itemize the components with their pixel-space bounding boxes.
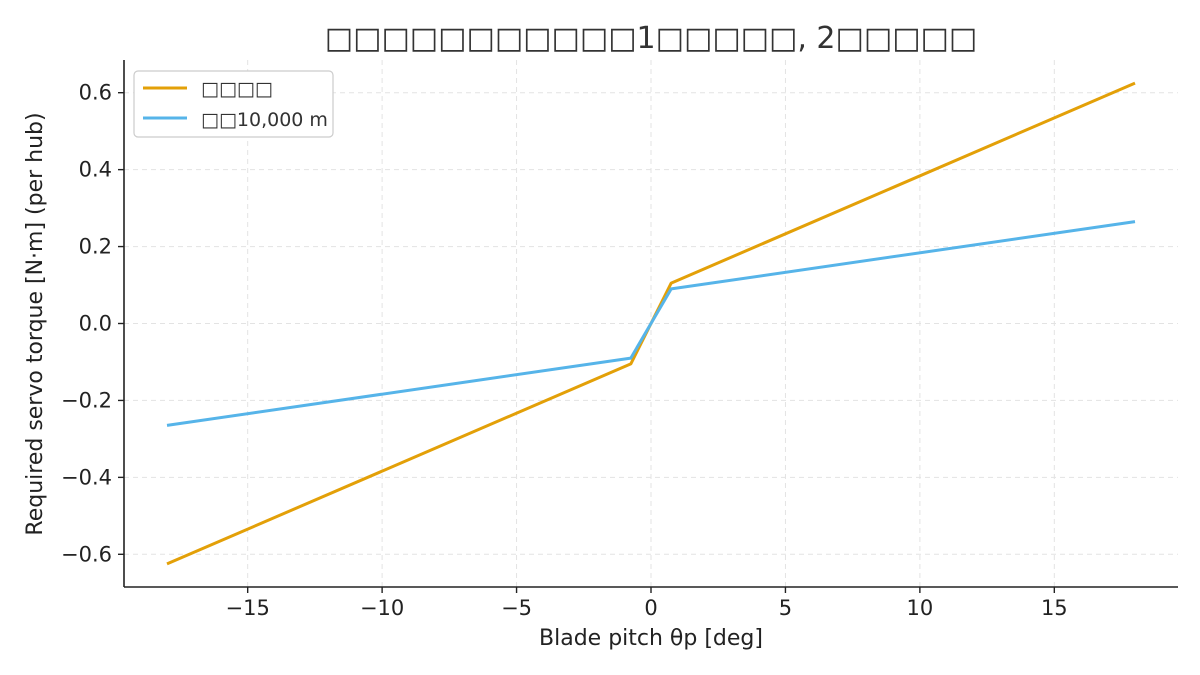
y-tick-label: 0.0 [79, 312, 112, 336]
x-tick-label: 15 [1041, 596, 1068, 620]
legend-label-sea-level: □□□□ [201, 78, 273, 100]
y-tick-label: 0.4 [79, 158, 112, 182]
x-tick-label: 10 [907, 596, 934, 620]
x-axis-label: Blade pitch θp [deg] [539, 626, 763, 651]
series-layer [166, 81, 1136, 566]
x-tick-label: −5 [501, 596, 532, 620]
legend: □□□□ □□10,000 m [133, 70, 334, 138]
y-tick-label: −0.4 [61, 465, 112, 489]
x-tick-label: −15 [226, 596, 270, 620]
x-tick-label: 0 [644, 596, 657, 620]
x-ticks: −15 −10 −5 0 5 10 15 [226, 587, 1068, 620]
x-tick-label: 5 [779, 596, 792, 620]
legend-label-altitude: □□10,000 m [201, 109, 328, 131]
x-tick-label: −10 [360, 596, 404, 620]
y-tick-label: −0.6 [61, 542, 112, 566]
y-tick-label: −0.2 [61, 388, 112, 412]
y-axis-label: Required servo torque [N·m] (per hub) [23, 112, 48, 535]
chart-title: □□□□□□□□□□□1□□□□□, 2□□□□□ [325, 21, 978, 56]
y-tick-label: 0.6 [79, 81, 112, 105]
y-tick-label: 0.2 [79, 235, 112, 259]
y-ticks: −0.6 −0.4 −0.2 0.0 0.2 0.4 0.6 [61, 81, 124, 566]
series-line-1 [166, 220, 1136, 427]
